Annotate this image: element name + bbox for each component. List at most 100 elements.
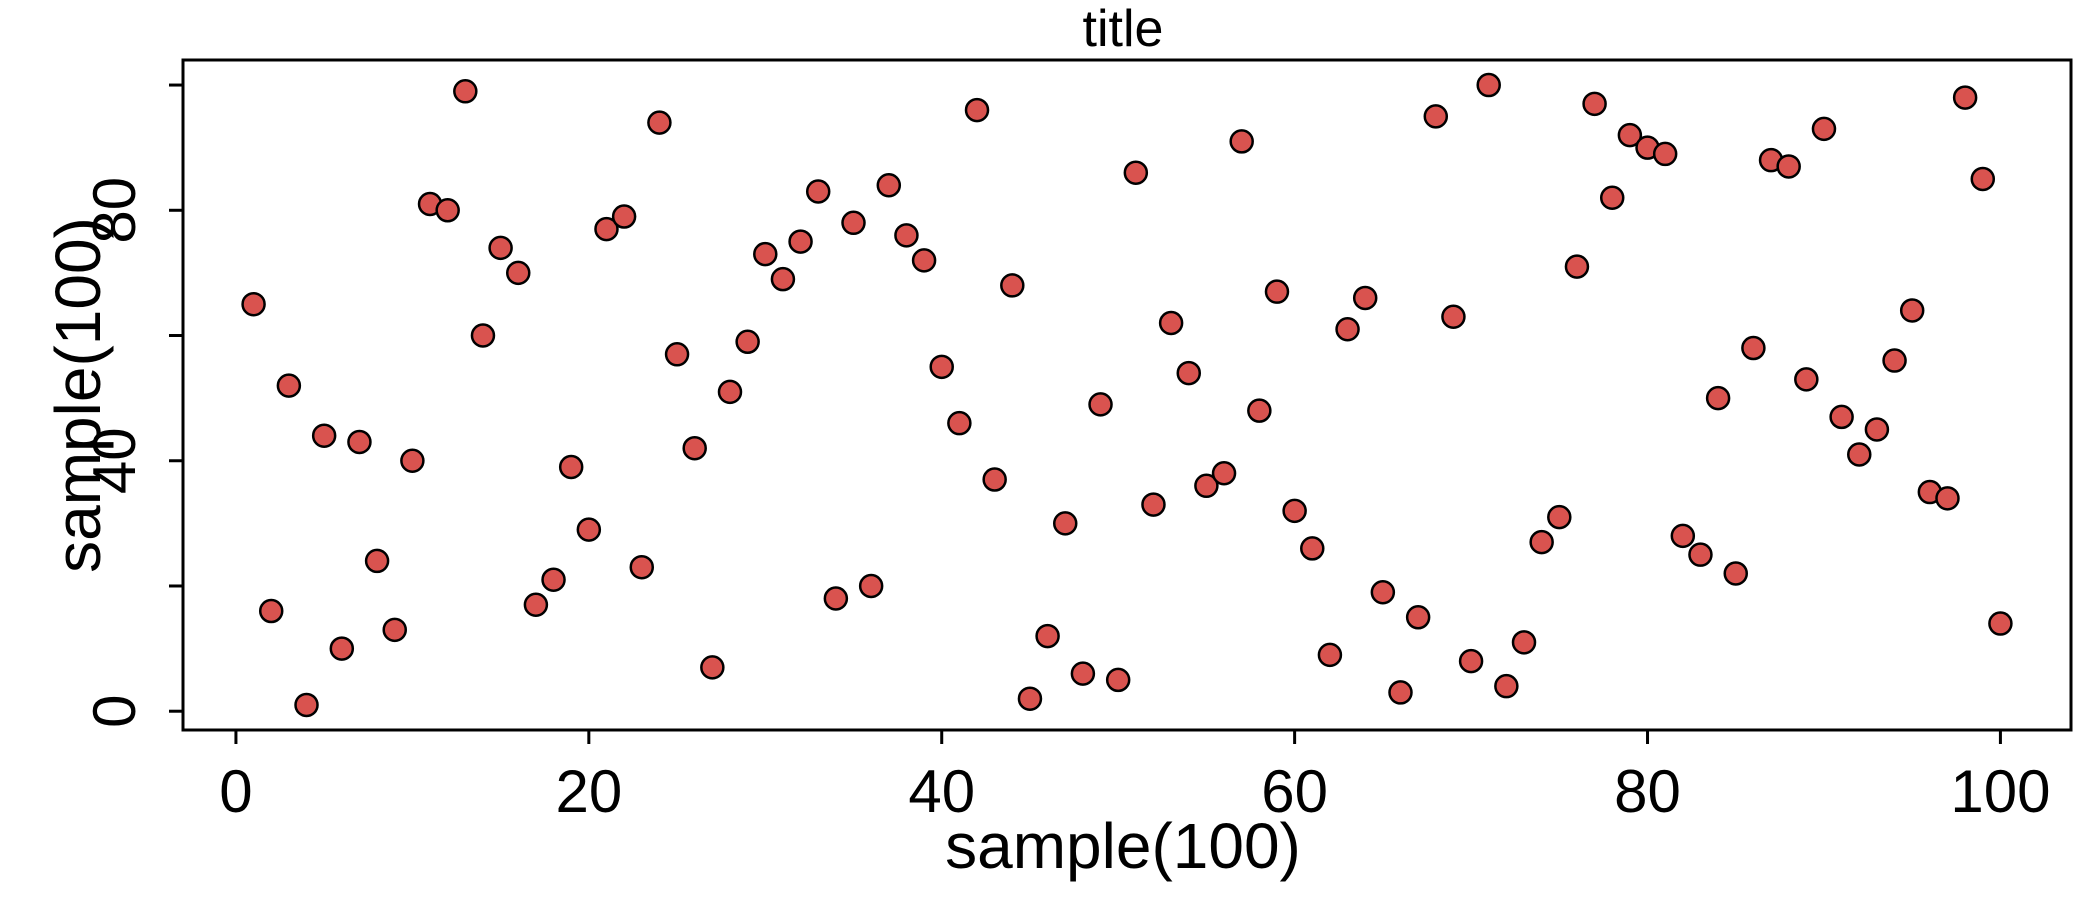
data-point bbox=[1176, 360, 1202, 386]
data-point bbox=[1388, 680, 1413, 705]
data-point bbox=[841, 210, 866, 236]
data-point bbox=[1352, 285, 1378, 311]
data-point bbox=[1935, 486, 1960, 511]
data-point bbox=[1776, 154, 1801, 179]
data-point bbox=[400, 448, 425, 473]
data-point bbox=[1441, 304, 1466, 329]
data-point bbox=[1264, 279, 1290, 304]
axes-layer: 0 20 40 60 80 100 0 40 80 bbox=[81, 58, 2073, 825]
data-point bbox=[1405, 605, 1431, 630]
data-point bbox=[1123, 160, 1149, 185]
data-point bbox=[347, 429, 372, 455]
data-point bbox=[1229, 129, 1254, 154]
x-axis-label: sample(100) bbox=[945, 810, 1301, 882]
data-point bbox=[647, 110, 672, 135]
data-point bbox=[1970, 166, 1996, 192]
data-point bbox=[1511, 630, 1537, 655]
data-point bbox=[435, 198, 460, 223]
data-point bbox=[1811, 116, 1837, 142]
data-point bbox=[1300, 536, 1325, 561]
data-point bbox=[964, 97, 990, 123]
x-tick-label: 100 bbox=[1950, 758, 2050, 825]
data-point bbox=[382, 617, 407, 643]
data-point bbox=[1705, 385, 1731, 411]
data-point bbox=[594, 216, 619, 242]
data-point bbox=[258, 598, 284, 624]
data-point bbox=[1599, 185, 1625, 211]
data-point bbox=[364, 548, 390, 574]
data-point bbox=[1052, 511, 1078, 536]
data-point bbox=[1035, 623, 1060, 649]
x-tick-label: 0 bbox=[219, 758, 252, 825]
data-point bbox=[1476, 72, 1501, 98]
data-point bbox=[311, 423, 337, 448]
data-point bbox=[1547, 504, 1572, 530]
data-point bbox=[1335, 317, 1360, 342]
data-point bbox=[558, 454, 584, 480]
data-point bbox=[735, 329, 760, 355]
data-point bbox=[1864, 417, 1890, 442]
data-point bbox=[894, 223, 919, 248]
data-point bbox=[1582, 91, 1607, 117]
data-point bbox=[876, 172, 902, 198]
data-point bbox=[1617, 122, 1643, 148]
data-point bbox=[682, 435, 707, 461]
plot-frame bbox=[181, 58, 2073, 732]
x-tick-label: 40 bbox=[908, 758, 975, 825]
data-point bbox=[1423, 104, 1449, 129]
data-point bbox=[664, 342, 690, 367]
y-axis-label: sample(100) bbox=[42, 217, 114, 573]
data-point bbox=[1370, 579, 1396, 605]
data-point bbox=[911, 248, 937, 273]
data-point bbox=[947, 410, 972, 436]
data-point bbox=[1882, 348, 1907, 373]
data-point bbox=[1494, 673, 1519, 699]
chart-title: title bbox=[1083, 0, 1164, 58]
data-point bbox=[823, 586, 849, 611]
y-tick-label: 0 bbox=[81, 695, 148, 728]
data-point bbox=[1017, 686, 1043, 711]
points-layer bbox=[241, 72, 2013, 718]
x-tick-label: 80 bbox=[1614, 758, 1681, 825]
data-point bbox=[1652, 141, 1678, 167]
data-point bbox=[611, 204, 637, 229]
data-point bbox=[541, 567, 566, 592]
data-point bbox=[629, 554, 655, 580]
data-point bbox=[858, 573, 884, 599]
data-point bbox=[982, 467, 1007, 492]
data-point bbox=[576, 517, 602, 542]
data-point bbox=[294, 692, 319, 718]
data-point bbox=[805, 179, 831, 204]
data-point bbox=[1194, 473, 1219, 499]
data-point bbox=[1158, 310, 1184, 336]
data-point bbox=[1794, 367, 1819, 392]
data-point bbox=[770, 266, 796, 292]
data-point bbox=[1670, 523, 1696, 549]
data-point bbox=[700, 655, 725, 680]
data-point bbox=[717, 379, 743, 405]
data-point bbox=[1899, 298, 1925, 323]
data-point bbox=[1105, 667, 1131, 693]
data-point bbox=[929, 354, 954, 380]
data-point bbox=[276, 373, 302, 398]
data-point bbox=[788, 229, 813, 254]
data-point bbox=[329, 636, 355, 661]
data-point bbox=[241, 291, 266, 317]
data-point bbox=[1247, 398, 1272, 423]
y-tick-label: 80 bbox=[81, 177, 148, 244]
x-tick-label: 60 bbox=[1261, 758, 1328, 825]
data-point bbox=[1741, 335, 1766, 361]
data-point bbox=[506, 260, 531, 286]
data-point bbox=[1458, 648, 1484, 674]
data-point bbox=[1829, 404, 1854, 430]
data-point bbox=[1529, 529, 1554, 555]
data-point bbox=[1088, 392, 1113, 417]
data-point bbox=[1211, 461, 1237, 486]
data-point bbox=[1070, 661, 1096, 686]
x-tick-label: 20 bbox=[555, 758, 622, 825]
data-point bbox=[1000, 273, 1025, 298]
data-point bbox=[1723, 561, 1748, 586]
data-point bbox=[1564, 254, 1590, 279]
